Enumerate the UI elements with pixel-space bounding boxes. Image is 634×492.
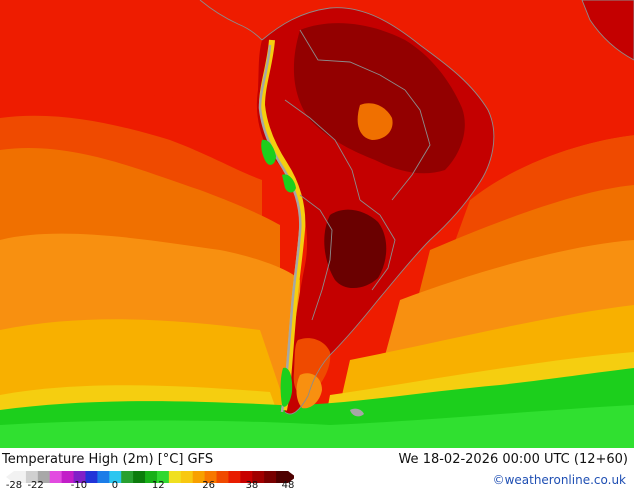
falklands [350, 408, 364, 417]
legend-swatch [133, 471, 146, 483]
southern-ocean-bright-green [0, 405, 634, 448]
chaco-hotspot [324, 209, 387, 289]
central-america-coast [199, 0, 263, 41]
legend-arrow-left [6, 471, 14, 483]
temperature-map[interactable] [0, 0, 634, 448]
legend-tick-label: 26 [202, 480, 216, 491]
legend-swatch [49, 471, 63, 483]
credit-link[interactable]: ©weatheronline.co.uk [492, 473, 626, 487]
brazil-highlands-orange [357, 103, 393, 140]
legend-tick-label: -10 [70, 480, 88, 491]
legend-swatch [276, 471, 289, 483]
legend-swatch [168, 471, 182, 483]
legend-swatch [73, 471, 86, 483]
legend-swatch [145, 471, 158, 483]
map-title: Temperature High (2m) [°C] GFS [2, 452, 214, 467]
country-borders [261, 7, 495, 415]
legend-arrow-right [288, 471, 294, 483]
legend-tick-label: -28 [5, 480, 23, 491]
map-datetime: We 18-02-2026 00:00 UTC (12+60) [398, 452, 628, 467]
legend-swatch [85, 471, 98, 483]
legend-swatch [61, 471, 75, 483]
legend-swatch [156, 471, 170, 483]
map-canvas [0, 0, 634, 448]
legend-swatch [204, 471, 218, 483]
legend-swatch [264, 471, 277, 483]
legend-colorbar [6, 471, 294, 483]
legend-swatch [192, 471, 206, 483]
legend-tick-label: 12 [151, 480, 165, 491]
legend-swatch [228, 471, 241, 483]
amazon-dark-region [293, 23, 465, 174]
legend-ticks: -28 -22 -10 0 12 26 38 48 [5, 480, 306, 492]
legend-tick-label: 48 [281, 480, 295, 491]
legend-swatch [14, 471, 27, 483]
legend-swatch [180, 471, 194, 483]
legend-tick-label: -22 [27, 480, 44, 491]
legend-tick-label: 38 [245, 480, 259, 491]
legend-swatch [216, 471, 229, 483]
legend-swatch [97, 471, 110, 483]
legend-swatch [37, 471, 51, 483]
legend-swatch [240, 471, 253, 483]
legend-swatch [109, 471, 122, 483]
legend-swatch [121, 471, 134, 483]
legend-tick-label: 0 [111, 480, 119, 491]
legend-swatch [252, 471, 265, 483]
map-title-bar: Temperature High (2m) [°C] GFS We 18-02-… [0, 448, 634, 492]
legend-swatch [25, 471, 39, 483]
